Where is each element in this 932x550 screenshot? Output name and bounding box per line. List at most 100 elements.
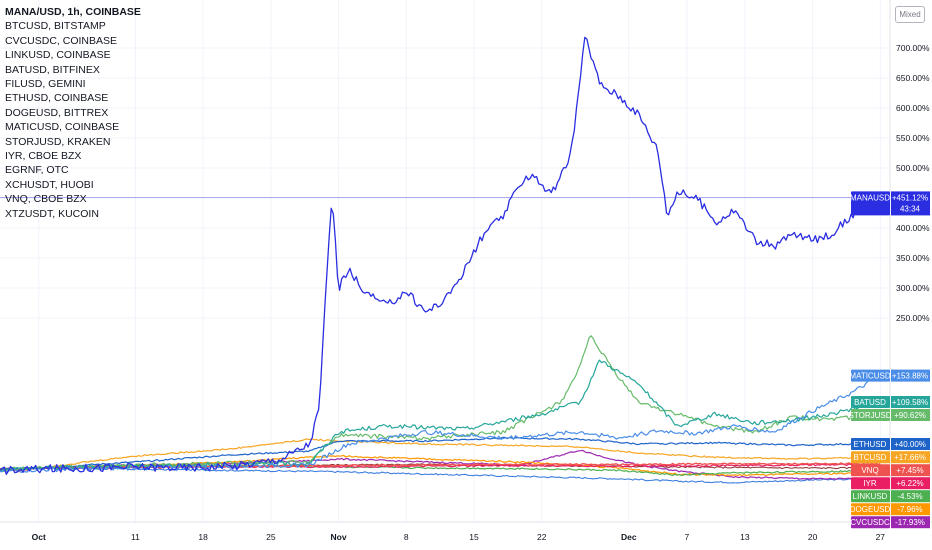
x-axis: Oct 11 18 25 Nov 8 15 22 Dec 7 13 20 27 bbox=[0, 521, 932, 542]
x-tick-label: 20 bbox=[808, 532, 818, 542]
series-tag-name-bg bbox=[851, 464, 890, 477]
series-line-batusd[interactable] bbox=[0, 359, 881, 472]
x-tick-label: Dec bbox=[621, 532, 637, 542]
series-tag-value-bg bbox=[891, 369, 930, 382]
series-tag-value-bg bbox=[891, 451, 930, 464]
legend-item[interactable]: ETHUSD, COINBASE bbox=[5, 92, 109, 105]
series-tag-maticusd[interactable]: MATICUSD +153.88% bbox=[849, 369, 930, 382]
series-tag-value-bg bbox=[891, 438, 930, 450]
y-tick-label: 700.00% bbox=[896, 43, 930, 53]
series-tag-storjusd[interactable]: STORJUSD +90.62% bbox=[849, 409, 930, 421]
series-tag-name: CVCUSDC bbox=[850, 518, 890, 527]
series-tag-value: -7.96% bbox=[897, 505, 922, 514]
series-tag-vnq[interactable]: VNQ +7.45% bbox=[851, 464, 930, 477]
series-line-storjusd[interactable] bbox=[0, 335, 881, 473]
y-tick-label: 500.00% bbox=[896, 163, 930, 173]
legend-item[interactable]: VNQ, CBOE BZX bbox=[5, 193, 87, 206]
legend-item[interactable]: BATUSD, BITFINEX bbox=[5, 63, 100, 76]
legend-item[interactable]: EGRNF, OTC bbox=[5, 164, 69, 177]
series-tag-value: +17.66% bbox=[894, 453, 926, 462]
legend-item[interactable]: XTZUSDT, KUCOIN bbox=[5, 207, 99, 220]
grid bbox=[0, 0, 890, 522]
series-line-manausd[interactable] bbox=[0, 36, 881, 475]
series-tag-linkusd[interactable]: LINKUSD -4.53% bbox=[851, 490, 930, 503]
series-tag-name: STORJUSD bbox=[849, 411, 892, 420]
y-tick-label: 400.00% bbox=[896, 223, 930, 233]
series-tag-value: +40.00% bbox=[894, 440, 926, 449]
series-tag-name: MATICUSD bbox=[849, 372, 890, 381]
series-tag-value-bg bbox=[891, 464, 930, 477]
series-tags: MANAUSD +451.12% 43:34 MATICUSD +153.88% BATU… bbox=[849, 191, 930, 529]
series-tag-name: MANAUSD bbox=[850, 193, 890, 202]
y-tick-label: 350.00% bbox=[896, 253, 930, 263]
y-tick-label: 650.00% bbox=[896, 73, 930, 83]
x-tick-label: Nov bbox=[331, 532, 347, 542]
legend-item[interactable]: DOGEUSD, BITTREX bbox=[5, 106, 109, 119]
legend-item[interactable]: MATICUSD, COINBASE bbox=[5, 121, 120, 134]
series-tag-cvcusdc[interactable]: CVCUSDC -17.93% bbox=[850, 516, 930, 529]
x-tick-label: 13 bbox=[740, 532, 750, 542]
x-tick-label: 27 bbox=[876, 532, 886, 542]
series-tag-name: LINKUSD bbox=[853, 492, 888, 501]
series-tag-value: +153.88% bbox=[892, 372, 928, 381]
series-tag-value-bg bbox=[891, 477, 930, 490]
legend-item[interactable]: IYR, CBOE BZX bbox=[5, 150, 82, 163]
series-tag-name: VNQ bbox=[861, 466, 878, 475]
series-tag-name-bg bbox=[851, 369, 890, 382]
x-tick-label: Oct bbox=[32, 532, 46, 542]
series-tag-name-bg bbox=[851, 191, 890, 216]
series-tag-value: +90.62% bbox=[894, 411, 926, 420]
series-tag-btcusd[interactable]: BTCUSD +17.66% bbox=[851, 451, 930, 464]
x-tick-label: 18 bbox=[198, 532, 208, 542]
x-tick-label: 25 bbox=[266, 532, 276, 542]
legend-item[interactable]: BTCUSD, BITSTAMP bbox=[5, 20, 106, 33]
legend: MANA/USD, 1h, COINBASE BTCUSD, BITSTAMP C… bbox=[5, 5, 141, 221]
series-line-dogeusd[interactable] bbox=[0, 454, 881, 477]
y-tick-label: 600.00% bbox=[896, 103, 930, 113]
series-tag-value: -4.53% bbox=[897, 492, 922, 501]
series-tag-iyr[interactable]: IYR +6.22% bbox=[851, 477, 930, 490]
y-tick-label: 250.00% bbox=[896, 313, 930, 323]
series-tag-name: ETHUSD bbox=[854, 440, 887, 449]
y-tick-label: 300.00% bbox=[896, 283, 930, 293]
series-tag-value: -17.93% bbox=[895, 518, 925, 527]
series-tag-value-bg bbox=[891, 503, 930, 516]
y-tick-label: 550.00% bbox=[896, 133, 930, 143]
scale-mode-badge[interactable]: Mixed bbox=[895, 6, 925, 23]
series-tag-value: +109.58% bbox=[892, 398, 928, 407]
series-tag-dogeusd[interactable]: DOGEUSD -7.96% bbox=[850, 503, 930, 516]
x-tick-label: 8 bbox=[404, 532, 409, 542]
series-tag-manausd[interactable]: MANAUSD +451.12% 43:34 bbox=[850, 191, 930, 216]
x-tick-label: 11 bbox=[131, 532, 140, 542]
legend-item[interactable]: XCHUSDT, HUOBI bbox=[5, 178, 94, 191]
legend-item[interactable]: CVCUSDC, COINBASE bbox=[5, 34, 118, 47]
series-tag-name-bg bbox=[851, 396, 890, 408]
series-line-maticusd[interactable] bbox=[0, 375, 881, 473]
series-tag-name: BTCUSD bbox=[854, 453, 887, 462]
legend-main-symbol[interactable]: MANA/USD, 1h, COINBASE bbox=[5, 6, 141, 18]
series-tag-value-bg bbox=[891, 409, 930, 421]
legend-item[interactable]: LINKUSD, COINBASE bbox=[5, 49, 111, 62]
x-tick-label: 15 bbox=[469, 532, 479, 542]
series-tag-ethusd[interactable]: ETHUSD +40.00% bbox=[851, 438, 930, 450]
legend-item[interactable]: STORJUSD, KRAKEN bbox=[5, 135, 111, 148]
series-tag-name-bg bbox=[851, 503, 890, 516]
legend-items: BTCUSD, BITSTAMP CVCUSDC, COINBASE LINKUSD… bbox=[5, 19, 141, 221]
series-tag-name-bg bbox=[851, 516, 890, 529]
legend-item[interactable]: FILUSD, GEMINI bbox=[5, 78, 86, 91]
series-tag-name: DOGEUSD bbox=[850, 505, 891, 514]
series-tag-name-bg bbox=[851, 409, 890, 421]
series-lines bbox=[0, 36, 890, 484]
series-tag-name: IYR bbox=[863, 479, 877, 488]
series-tag-value-bg bbox=[891, 191, 930, 216]
series-line-btcusd[interactable] bbox=[0, 438, 881, 471]
series-tag-value-bg bbox=[891, 490, 930, 503]
series-tag-name: BATUSD bbox=[854, 398, 886, 407]
series-tag-name-bg bbox=[851, 477, 890, 490]
mana-countdown: 43:34 bbox=[900, 204, 921, 213]
series-tag-value: +7.45% bbox=[896, 466, 923, 475]
series-line-ethusd[interactable] bbox=[0, 436, 881, 471]
series-tag-value-bg bbox=[891, 396, 930, 408]
series-tag-batusd[interactable]: BATUSD +109.58% bbox=[851, 396, 930, 408]
